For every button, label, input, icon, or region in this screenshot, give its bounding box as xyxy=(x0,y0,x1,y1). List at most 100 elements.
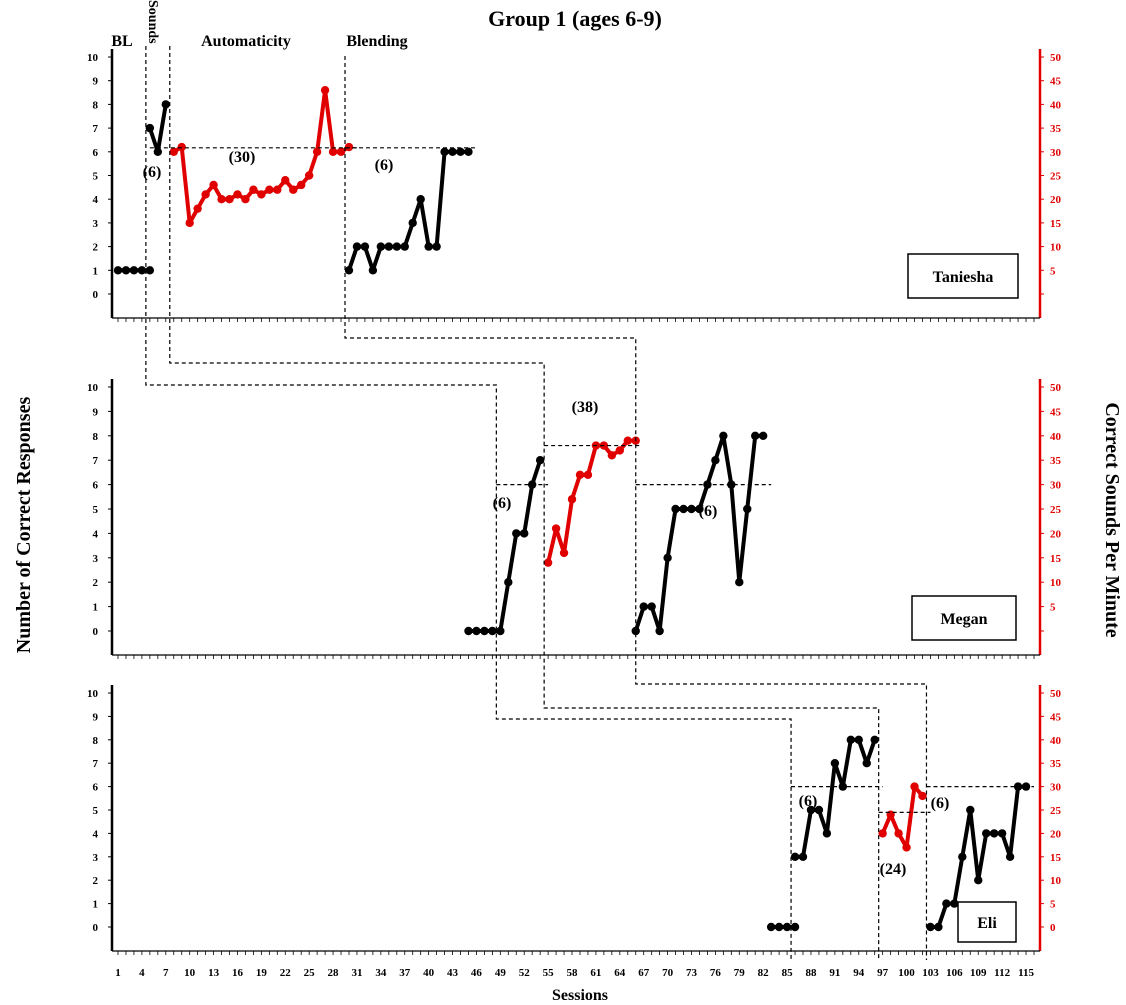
y-tick-label-right: 35 xyxy=(1050,455,1062,467)
x-tick-label: 67 xyxy=(638,967,650,979)
data-point xyxy=(607,451,617,460)
y-tick-label-right: 30 xyxy=(1050,480,1062,492)
y-tick-label-right: 25 xyxy=(1050,504,1062,516)
y-tick-label-left: 10 xyxy=(87,52,99,64)
data-point xyxy=(958,852,967,861)
y-tick-label-left: 2 xyxy=(93,242,99,254)
phase-label-sounds: Sounds xyxy=(145,0,160,44)
data-point xyxy=(647,602,656,611)
x-tick-label: 106 xyxy=(946,967,963,979)
data-point xyxy=(743,504,752,514)
data-point xyxy=(663,553,672,562)
series-line xyxy=(347,149,469,273)
x-tick-label: 49 xyxy=(495,967,507,979)
y-tick-label-left: 1 xyxy=(93,602,99,614)
y-tick-label-right: 15 xyxy=(1050,218,1062,230)
phase-label-bl: BL xyxy=(111,33,132,50)
data-point xyxy=(782,922,792,932)
y-tick-label-left: 4 xyxy=(93,528,99,540)
y-tick-label-right: 35 xyxy=(1050,758,1062,770)
data-point xyxy=(161,100,170,109)
annotation-taniesha-sounds: (6) xyxy=(143,164,162,181)
data-point xyxy=(695,504,704,514)
data-point xyxy=(145,123,155,133)
data-point xyxy=(281,176,290,185)
x-tick-label: 85 xyxy=(782,967,794,979)
series-line xyxy=(172,88,351,225)
y-tick-label-left: 5 xyxy=(93,805,99,817)
x-tick-label: 22 xyxy=(280,967,292,979)
data-point xyxy=(448,147,457,156)
y-tick-label-left: 3 xyxy=(93,553,99,565)
y-tick-label-left: 8 xyxy=(93,99,99,111)
y-tick-label-right: 50 xyxy=(1050,382,1062,394)
y-tick-label-left: 6 xyxy=(93,147,99,159)
data-point xyxy=(583,470,593,480)
x-tick-label: 37 xyxy=(399,967,411,979)
data-point xyxy=(360,242,370,251)
x-tick-label: 82 xyxy=(758,967,770,979)
y-tick-label-right: 10 xyxy=(1050,577,1062,589)
data-point xyxy=(424,242,433,251)
data-point xyxy=(265,185,274,194)
data-point xyxy=(535,456,545,465)
y-tick-label-left: 3 xyxy=(93,852,99,864)
data-point xyxy=(711,456,720,465)
data-point xyxy=(344,266,354,275)
data-point xyxy=(464,147,473,156)
data-point xyxy=(416,195,425,204)
y-tick-label-right: 10 xyxy=(1050,242,1062,254)
data-point xyxy=(806,805,816,815)
annotation-megan-sounds: (6) xyxy=(493,495,512,512)
data-point xyxy=(918,791,927,801)
y-tick-label-left: 6 xyxy=(93,782,99,794)
data-point xyxy=(942,899,951,908)
data-point xyxy=(440,147,449,156)
data-point xyxy=(830,759,840,768)
y-tick-label-right: 45 xyxy=(1050,711,1062,723)
data-point xyxy=(687,504,696,514)
data-point xyxy=(233,190,242,199)
y-tick-label-right: 5 xyxy=(1050,265,1056,277)
data-point xyxy=(758,431,768,440)
y-tick-label-left: 8 xyxy=(93,431,99,443)
data-point xyxy=(846,735,855,744)
participant-box-taniesha xyxy=(907,253,1019,299)
data-point xyxy=(543,558,553,567)
data-point xyxy=(225,195,234,204)
data-point xyxy=(384,242,394,251)
data-point xyxy=(145,266,155,275)
y-tick-label-left: 9 xyxy=(93,76,99,88)
x-tick-label: 109 xyxy=(970,967,987,979)
y-tick-label-left: 10 xyxy=(87,382,99,394)
data-point xyxy=(623,436,632,445)
y-tick-label-left: 0 xyxy=(93,922,99,934)
x-tick-label: 91 xyxy=(829,967,840,979)
data-point xyxy=(639,602,648,611)
data-point xyxy=(408,218,417,228)
chart-title: Group 1 (ages 6-9) xyxy=(488,6,662,31)
y-tick-label-right: 40 xyxy=(1050,431,1062,443)
data-point xyxy=(982,829,991,838)
data-point xyxy=(655,626,664,636)
data-point xyxy=(774,922,784,932)
data-point xyxy=(504,578,513,587)
y-tick-label-right: 30 xyxy=(1050,782,1062,794)
y-tick-label-left: 2 xyxy=(93,577,99,589)
x-tick-label: 28 xyxy=(328,967,340,979)
y-tick-label-right: 40 xyxy=(1050,735,1062,747)
data-point xyxy=(185,218,194,228)
y-tick-label-left: 4 xyxy=(93,828,99,840)
data-point xyxy=(392,242,401,251)
annotation-eli-automaticity: (24) xyxy=(880,861,907,878)
data-point xyxy=(854,735,863,744)
data-point xyxy=(400,242,409,251)
y-tick-label-left: 0 xyxy=(93,626,99,638)
data-point xyxy=(496,626,505,636)
y-tick-label-right: 20 xyxy=(1050,828,1062,840)
data-point xyxy=(304,171,314,180)
data-point xyxy=(512,529,521,538)
data-point xyxy=(727,480,736,489)
y-tick-label-right: 5 xyxy=(1050,602,1056,614)
x-tick-label: 76 xyxy=(710,967,722,979)
